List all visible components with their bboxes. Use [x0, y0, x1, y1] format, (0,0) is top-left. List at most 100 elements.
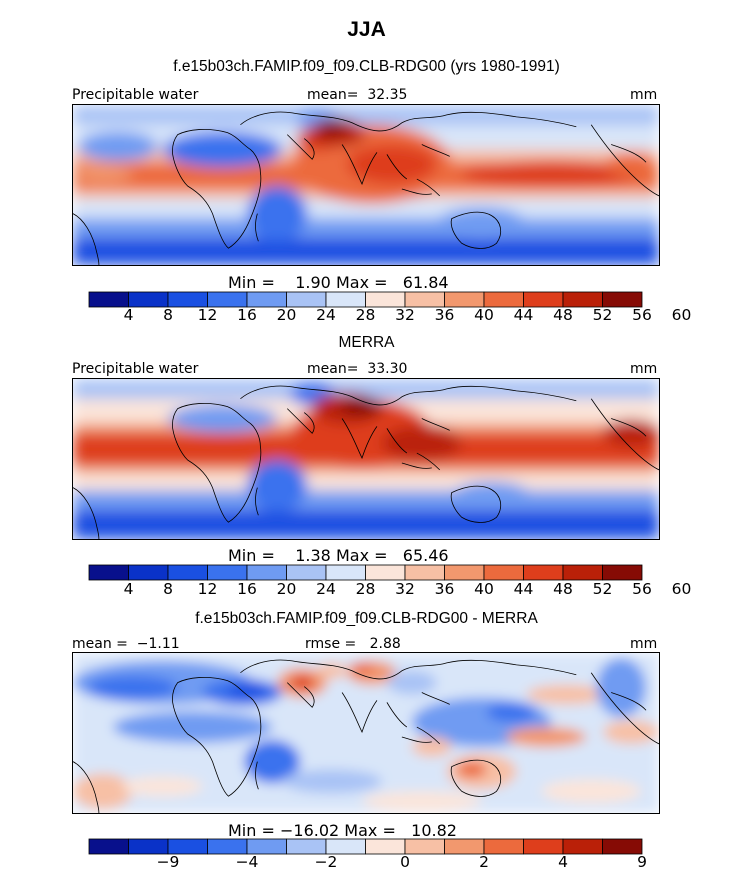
- panel3-max-label: Max =: [344, 821, 396, 840]
- colorbar-tick-label: 9: [637, 853, 647, 871]
- colorbar-swatch: [602, 838, 643, 855]
- panel2-colorbar: [88, 564, 643, 581]
- colorbar-swatch: [286, 838, 327, 855]
- panel2-max-label: Max =: [335, 546, 388, 565]
- colorbar-tick-label: 4: [123, 580, 134, 598]
- colorbar-swatch: [207, 291, 248, 308]
- colorbar-swatch: [286, 564, 327, 581]
- panel2-title: MERRA: [338, 334, 395, 351]
- colorbar-tick-label: −4: [235, 853, 259, 871]
- colorbar-tick-label: 8: [163, 306, 173, 324]
- colorbar-tick-label: 40: [474, 306, 494, 324]
- colorbar-tick-label: 2: [479, 853, 489, 871]
- colorbar-tick-label: 44: [513, 580, 534, 598]
- colorbar-tick-label: 16: [237, 306, 257, 324]
- panel3-title: f.e15b03ch.FAMIP.f09_f09.CLB-RDG00 - MER…: [195, 610, 538, 627]
- colorbar-tick-label: 36: [434, 306, 455, 324]
- colorbar-swatch: [444, 564, 485, 581]
- panel1-mean-value: 32.35: [367, 87, 408, 103]
- panel3-max-value: 10.82: [411, 821, 457, 840]
- panel2-minmax: Min = 1.38 Max = 65.46: [228, 546, 449, 565]
- panel2-max-value: 65.46: [402, 546, 449, 565]
- panel1-colorbar: [88, 291, 643, 308]
- colorbar-swatch: [128, 291, 169, 308]
- panel3-units: mm: [630, 636, 658, 652]
- panel1-min-label: Min =: [228, 273, 275, 292]
- colorbar-swatch: [404, 564, 445, 581]
- colorbar-swatch: [483, 564, 524, 581]
- panel2-mean-value: 33.30: [367, 361, 408, 377]
- colorbar-swatch: [167, 291, 208, 308]
- panel2-map: [72, 378, 660, 540]
- colorbar-swatch: [444, 838, 485, 855]
- colorbar-swatch: [325, 291, 366, 308]
- colorbar-tick-label: 24: [316, 580, 336, 598]
- colorbar-swatch: [246, 291, 287, 308]
- colorbar-swatch: [444, 291, 485, 308]
- colorbar-tick-label: 16: [237, 580, 257, 598]
- colorbar-swatch: [246, 838, 287, 855]
- colorbar-swatch: [128, 564, 169, 581]
- panel3-rmse-value: 2.88: [369, 636, 401, 652]
- colorbar-tick-label: 12: [197, 306, 218, 324]
- panel3-min-label: Min =: [228, 821, 275, 840]
- colorbar-tick-label: 24: [316, 306, 336, 324]
- colorbar-tick-label: 60: [671, 306, 692, 324]
- colorbar-swatch: [523, 291, 564, 308]
- colorbar-swatch: [365, 564, 406, 581]
- panel3-colorbar: [88, 838, 643, 855]
- colorbar-swatch: [562, 291, 603, 308]
- colorbar-swatch: [483, 291, 524, 308]
- panel2-min-label: Min =: [228, 546, 275, 565]
- colorbar-swatch: [286, 291, 327, 308]
- colorbar-swatch: [483, 838, 524, 855]
- colorbar-tick-label: 40: [474, 580, 494, 598]
- colorbar-tick-label: −9: [156, 853, 180, 871]
- panel1-title: f.e15b03ch.FAMIP.f09_f09.CLB-RDG00 (yrs …: [173, 58, 560, 75]
- colorbar-swatch: [562, 838, 603, 855]
- colorbar-tick-label: 0: [400, 853, 410, 871]
- colorbar-tick-label: 52: [592, 306, 613, 324]
- colorbar-swatch: [365, 291, 406, 308]
- colorbar-swatch: [523, 564, 564, 581]
- panel1-minmax: Min = 1.90 Max = 61.84: [228, 273, 449, 292]
- colorbar-tick-label: 4: [123, 306, 134, 324]
- panel2-variable-label: Precipitable water: [72, 361, 199, 377]
- panel3-min-value: −16.02: [279, 821, 340, 840]
- panel1-max-value: 61.84: [402, 273, 449, 292]
- colorbar-swatch: [602, 291, 643, 308]
- panel1-units: mm: [630, 87, 658, 103]
- colorbar-swatch: [167, 838, 208, 855]
- panel3-minmax: Min = −16.02 Max = 10.82: [228, 821, 457, 840]
- colorbar-tick-label: 52: [592, 580, 613, 598]
- panel2-units: mm: [630, 361, 658, 377]
- colorbar-tick-label: 20: [276, 580, 297, 598]
- colorbar-tick-label: 28: [355, 306, 376, 324]
- panel3-mean: mean = −1.11: [72, 636, 180, 652]
- panel3-mean-value: −1.11: [136, 636, 180, 652]
- colorbar-swatch: [88, 838, 129, 855]
- panel3-rmse-label: rmse =: [305, 636, 357, 652]
- panel3-mean-label: mean =: [72, 636, 128, 652]
- colorbar-tick-label: 56: [632, 580, 652, 598]
- colorbar-swatch: [404, 838, 445, 855]
- colorbar-tick-label: 56: [632, 306, 652, 324]
- colorbar-tick-label: 28: [355, 580, 376, 598]
- colorbar-swatch: [404, 291, 445, 308]
- panel2-min-value: 1.38: [295, 546, 331, 565]
- colorbar-swatch: [88, 291, 129, 308]
- panel1-variable-label: Precipitable water: [72, 87, 199, 103]
- colorbar-tick-label: −2: [314, 853, 338, 871]
- colorbar-tick-label: 32: [395, 580, 415, 598]
- colorbar-swatch: [207, 564, 248, 581]
- panel2-mean: mean= 33.30: [307, 361, 407, 377]
- colorbar-tick-label: 32: [395, 306, 415, 324]
- panel3-rmse: rmse = 2.88: [305, 636, 401, 652]
- colorbar-tick-label: 60: [671, 580, 692, 598]
- panel1-min-value: 1.90: [295, 273, 331, 292]
- colorbar-tick-label: 20: [276, 306, 297, 324]
- panel2-mean-label: mean=: [307, 361, 359, 377]
- colorbar-swatch: [523, 838, 564, 855]
- colorbar-tick-label: 44: [513, 306, 534, 324]
- panel1-max-label: Max =: [335, 273, 388, 292]
